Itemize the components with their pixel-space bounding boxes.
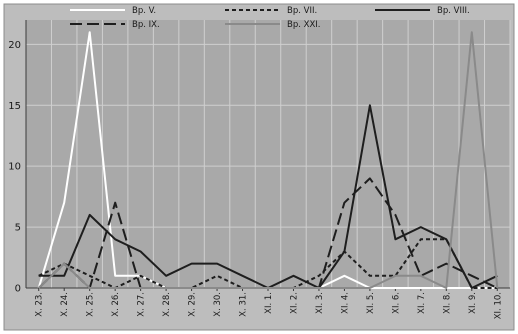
x-tick-label: XI. 9.	[468, 292, 478, 314]
x-tick-label: XI. 1.	[264, 292, 274, 314]
x-tick-label: XI. 10.	[493, 292, 503, 319]
y-axis-ticks: 0 5 10 15 20	[8, 40, 21, 295]
x-tick-label: X. 25.	[86, 292, 96, 317]
x-tick-label: XI. 2.	[289, 292, 299, 314]
legend-label-bp-v: Bp. V.	[132, 6, 156, 16]
grid-lines	[25, 20, 511, 289]
x-tick-label: X. 27.	[137, 292, 147, 317]
legend-label-bp-vii: Bp. VII.	[287, 6, 317, 16]
y-tick-label: 20	[8, 40, 21, 51]
x-tick-label: XI. 3.	[315, 292, 325, 314]
legend: Bp. V. Bp. VII. Bp. VIII. Bp. IX. Bp. XXI.	[70, 6, 470, 30]
series-lines	[37, 31, 499, 289]
x-tick-label: XI. 5.	[366, 292, 376, 314]
x-tick-label: X. 28.	[162, 292, 172, 317]
legend-label-bp-ix: Bp. IX.	[132, 20, 160, 30]
x-tick-label: X. 31.	[239, 292, 249, 317]
x-axis-ticks: X. 23. X. 24. X. 25. X. 26. X. 27. X. 28. X. 2…	[35, 288, 503, 319]
y-tick-label: 0	[15, 284, 21, 295]
y-tick-label: 10	[8, 162, 21, 173]
x-tick-label: XI. 8.	[442, 292, 452, 314]
x-tick-label: XI. 7.	[417, 292, 427, 314]
x-tick-label: XI. 4.	[340, 292, 350, 314]
plot-area	[26, 20, 510, 288]
legend-label-bp-xxi: Bp. XXI.	[287, 20, 321, 30]
x-tick-label: XI. 6.	[391, 292, 401, 314]
x-tick-label: X. 26.	[111, 292, 121, 317]
series-line-bp-xxi	[38, 31, 499, 289]
x-tick-label: X. 23.	[35, 292, 45, 317]
y-tick-label: 15	[8, 101, 21, 112]
y-tick-label: 5	[15, 223, 21, 234]
legend-label-bp-viii: Bp. VIII.	[437, 6, 470, 16]
x-tick-label: X. 29.	[188, 292, 198, 317]
x-tick-label: X. 30.	[213, 292, 223, 317]
x-tick-label: X. 24.	[60, 292, 70, 317]
